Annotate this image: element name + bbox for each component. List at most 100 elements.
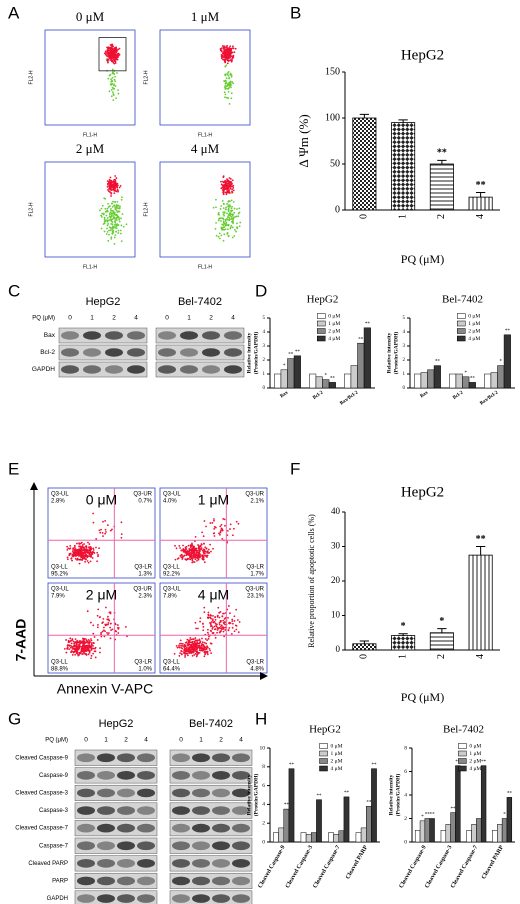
- quadrant-name: Q3-UL: [51, 492, 69, 498]
- blot-row-label: Cleaved Caspase-7: [15, 826, 68, 832]
- blot-strip: [169, 767, 253, 784]
- bar: [300, 832, 307, 843]
- bar: [468, 196, 493, 211]
- cell-dot: [67, 547, 70, 550]
- cell-dot: [199, 647, 201, 650]
- cell-dot: [106, 50, 109, 53]
- cell-dot: [106, 47, 109, 49]
- cell-dot: [238, 207, 241, 210]
- cell-dot: [85, 558, 87, 561]
- cell-dot: [187, 553, 190, 556]
- cell-dot: [79, 554, 82, 557]
- y-tick-label: 150: [325, 66, 340, 77]
- cell-dot: [185, 552, 188, 555]
- legend-swatch: [317, 335, 326, 342]
- plot-frame: [47, 582, 156, 674]
- error-bar: [475, 192, 486, 198]
- cell-dot: [228, 621, 231, 624]
- cell-dot: [73, 546, 76, 548]
- cell-dot: [198, 649, 201, 652]
- cell-dot: [110, 50, 113, 53]
- cell-dot: [184, 641, 187, 644]
- cell-dot: [108, 186, 111, 189]
- cell-dot: [90, 657, 92, 660]
- cell-dot: [227, 204, 230, 207]
- bar: [480, 765, 487, 843]
- cell-dot: [192, 647, 195, 650]
- blot-band: [232, 841, 250, 851]
- blot-band: [77, 771, 95, 780]
- cell-dot: [84, 549, 86, 552]
- significance: **: [289, 763, 295, 768]
- significance: *: [500, 360, 503, 365]
- cell-dot: [224, 223, 227, 226]
- legend-swatch: [458, 765, 467, 772]
- cell-dot: [87, 646, 89, 649]
- cell-dot: [95, 538, 98, 540]
- blot-band: [97, 876, 115, 886]
- quadrant-name: Q3-UL: [51, 587, 69, 593]
- axis-label: FL1-H: [83, 132, 97, 138]
- cell-dot: [224, 79, 227, 82]
- error-bar: [437, 159, 447, 164]
- y-tick-label: 2: [262, 820, 265, 826]
- cell-dot: [109, 216, 112, 219]
- plot-title: 4 μM: [191, 141, 220, 156]
- y-tick-label: 3: [403, 344, 406, 349]
- cell-dot: [98, 547, 100, 550]
- cell-dot: [117, 48, 119, 51]
- significance: **: [295, 350, 301, 355]
- quadrant-name: Q3-UR: [133, 587, 152, 593]
- blot-row-label: Caspase-7: [39, 843, 69, 849]
- cell-dot: [110, 192, 113, 194]
- cell-dot: [222, 176, 225, 179]
- cell-dot: [199, 620, 201, 623]
- cell-dot: [224, 220, 227, 223]
- cell-dot: [239, 221, 242, 224]
- cell-dot: [190, 638, 193, 641]
- cell-dot: [218, 622, 221, 624]
- cell-dot: [203, 520, 206, 522]
- bar: [328, 832, 334, 843]
- x-tick-label: Bcl-2: [452, 390, 464, 401]
- blot-band: [105, 348, 123, 357]
- cell-dot: [178, 655, 181, 657]
- cell-dot: [107, 61, 109, 64]
- blot-band: [97, 894, 115, 903]
- cell-dot: [215, 198, 217, 201]
- cell-dot: [237, 522, 240, 525]
- dose: 2: [209, 315, 213, 322]
- cell-dot: [223, 214, 226, 217]
- cell-dot: [91, 551, 93, 554]
- cell-dot: [100, 207, 103, 210]
- cell-dot: [111, 205, 114, 208]
- cell-dot: [83, 546, 85, 549]
- cell-dot: [222, 189, 225, 192]
- cell-dot: [112, 58, 115, 61]
- cell-dot: [106, 230, 109, 233]
- blot-row-label: GAPDH: [47, 896, 68, 902]
- cell-dot: [111, 76, 114, 79]
- bar: [497, 365, 505, 389]
- blot-band: [117, 876, 135, 886]
- cell-dot: [187, 654, 189, 657]
- cell-dot: [116, 211, 119, 214]
- cell-dot: [221, 45, 224, 47]
- cell-dot: [228, 77, 230, 80]
- bar: [288, 768, 295, 843]
- blot-strip: [74, 855, 158, 872]
- cell-dot: [109, 183, 111, 186]
- blot-band: [192, 823, 210, 833]
- blot-band: [137, 771, 155, 780]
- x-tick-label: 1: [397, 654, 408, 659]
- cell-dot: [75, 641, 78, 644]
- cell-dot: [200, 649, 203, 652]
- cell-dot: [124, 626, 127, 628]
- cell-dot: [74, 638, 77, 641]
- cell-dot: [226, 534, 229, 537]
- blot-band: [172, 771, 190, 780]
- axis-label: 7-AAD: [13, 619, 29, 662]
- quadrant-name: Q3-LL: [163, 660, 180, 666]
- x-axis-label: PQ (μM): [401, 252, 444, 266]
- cell-dot: [199, 617, 202, 620]
